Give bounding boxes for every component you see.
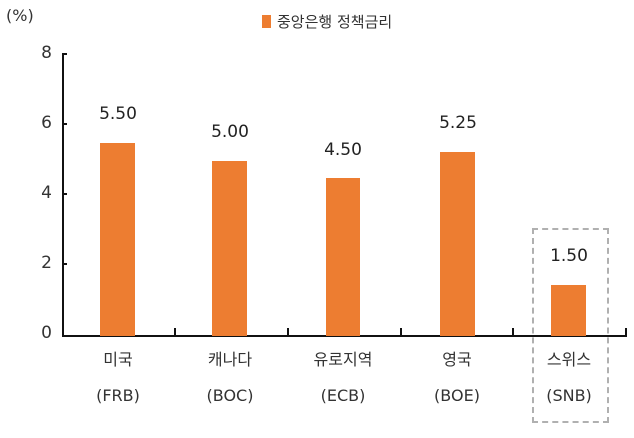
y-tick-label: 2 [41,253,52,273]
category-label-boc: 캐나다 (BOC) [206,350,254,405]
y-tick-label: 6 [41,113,52,133]
legend-swatch-icon [262,15,271,28]
y-tick-label: 8 [41,43,52,63]
bar-boe [440,152,475,336]
bar-frb [100,143,135,336]
value-label-boc: 5.00 [211,122,249,142]
category-label-snb: 스위스 (SNB) [546,350,592,405]
value-label-boe: 5.25 [439,113,477,133]
legend-label: 중앙은행 정책금리 [277,13,393,31]
highlight-box-snb [532,228,609,423]
x-tick [287,328,289,336]
value-label-frb: 5.50 [99,104,137,124]
category-label-boe: 영국 (BOE) [434,350,480,405]
x-axis [62,335,627,337]
x-tick [625,328,627,336]
value-label-ecb: 4.50 [324,140,362,160]
category-label-ecb: 유로지역 (ECB) [313,350,373,405]
y-tick [62,123,67,125]
y-unit-label: (%) [6,6,34,25]
y-axis [62,53,64,337]
bar-boc [212,161,247,336]
x-tick [400,328,402,336]
bar-snb [551,285,586,336]
x-tick [174,328,176,336]
x-tick [512,328,514,336]
category-label-frb: 미국 (FRB) [96,350,140,405]
y-tick [62,263,67,265]
bar-ecb [326,178,360,336]
y-tick [62,53,67,55]
value-label-snb: 1.50 [550,246,588,266]
legend: 중앙은행 정책금리 [262,11,392,32]
y-tick-label: 4 [41,183,52,203]
y-tick [62,193,67,195]
y-tick-label: 0 [41,323,52,343]
